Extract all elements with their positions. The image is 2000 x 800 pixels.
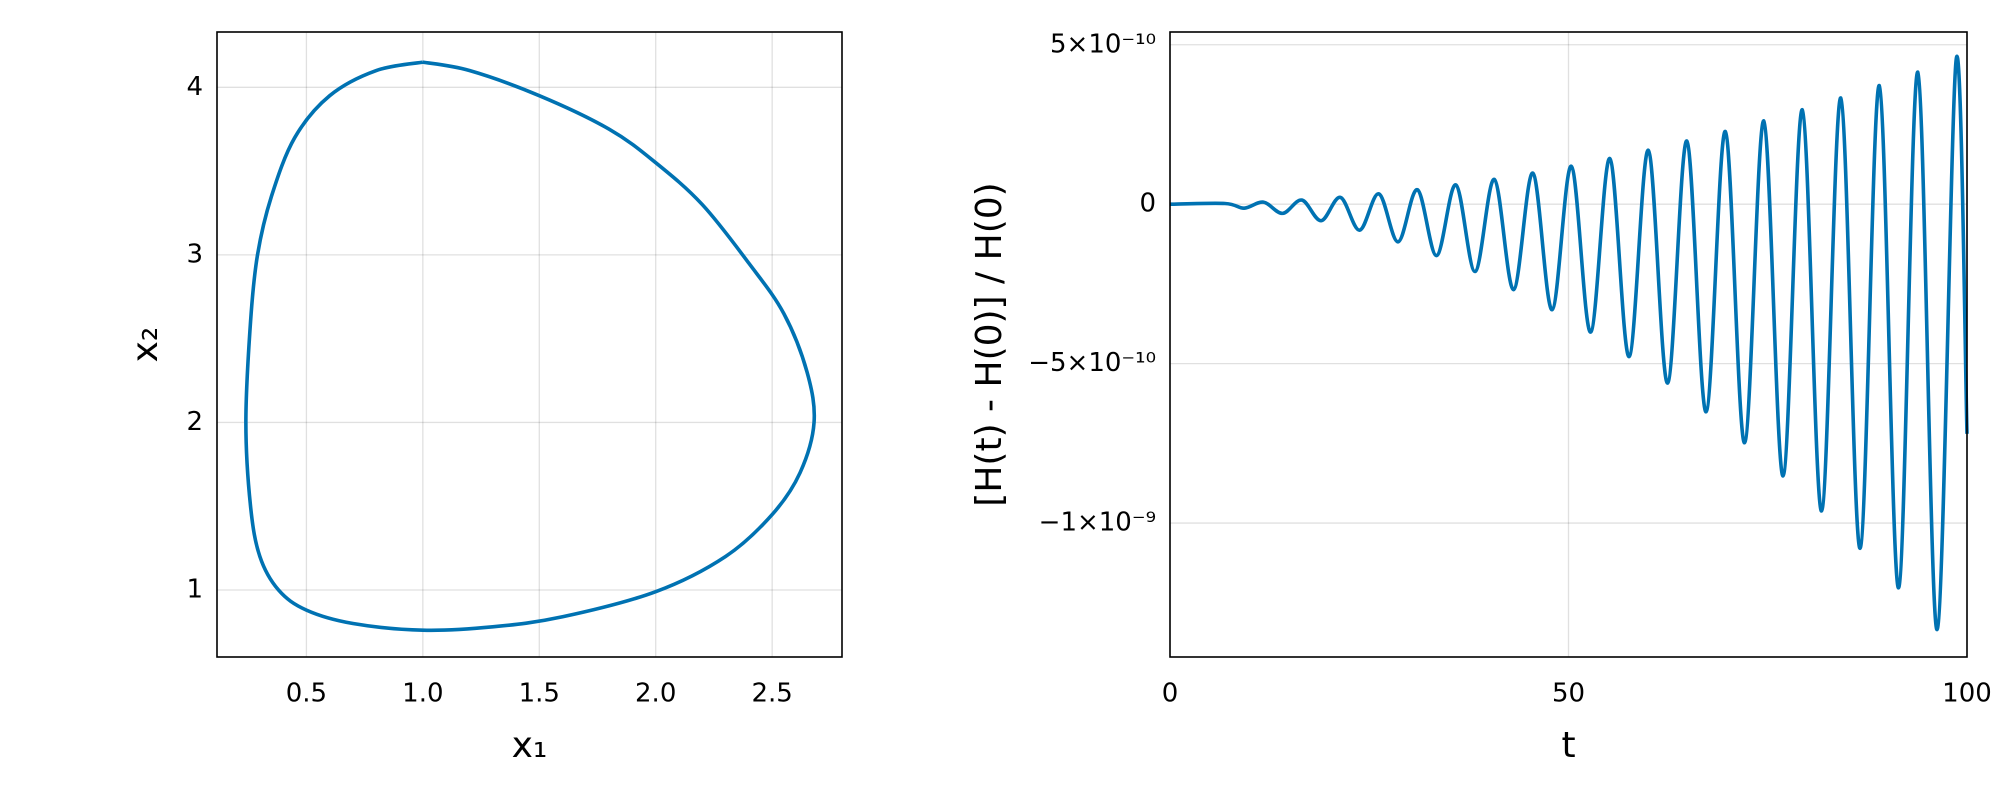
y-tick-label: −5×10⁻¹⁰	[1028, 348, 1156, 378]
x-axis-label: x₁	[512, 725, 548, 766]
y-axis-label: [H(t) - H(0)] / H(0)	[969, 182, 1010, 506]
x-tick-label: 2.5	[751, 679, 792, 709]
data-line	[244, 60, 817, 633]
y-tick-label: 0	[1139, 189, 1156, 219]
x-tick-label: 2.0	[635, 679, 676, 709]
x-tick-label: 100	[1942, 679, 1992, 709]
x-axis-label: t	[1561, 725, 1575, 766]
y-tick-label: 3	[186, 239, 203, 269]
plot-frame	[216, 31, 843, 658]
x-tick-label: 0	[1162, 679, 1179, 709]
x-tick-label: 1.5	[519, 679, 560, 709]
data-line	[1169, 54, 1969, 632]
y-tick-label: 5×10⁻¹⁰	[1050, 29, 1156, 59]
y-tick-label: 1	[186, 574, 203, 604]
x-tick-label: 50	[1552, 679, 1585, 709]
y-tick-label: 4	[186, 72, 203, 102]
plot-frame	[1169, 31, 1968, 658]
y-tick-label: 2	[186, 407, 203, 437]
y-tick-label: −1×10⁻⁹	[1039, 508, 1156, 538]
x-tick-label: 0.5	[286, 679, 327, 709]
y-axis-label: x₂	[125, 327, 166, 363]
x-tick-label: 1.0	[402, 679, 443, 709]
